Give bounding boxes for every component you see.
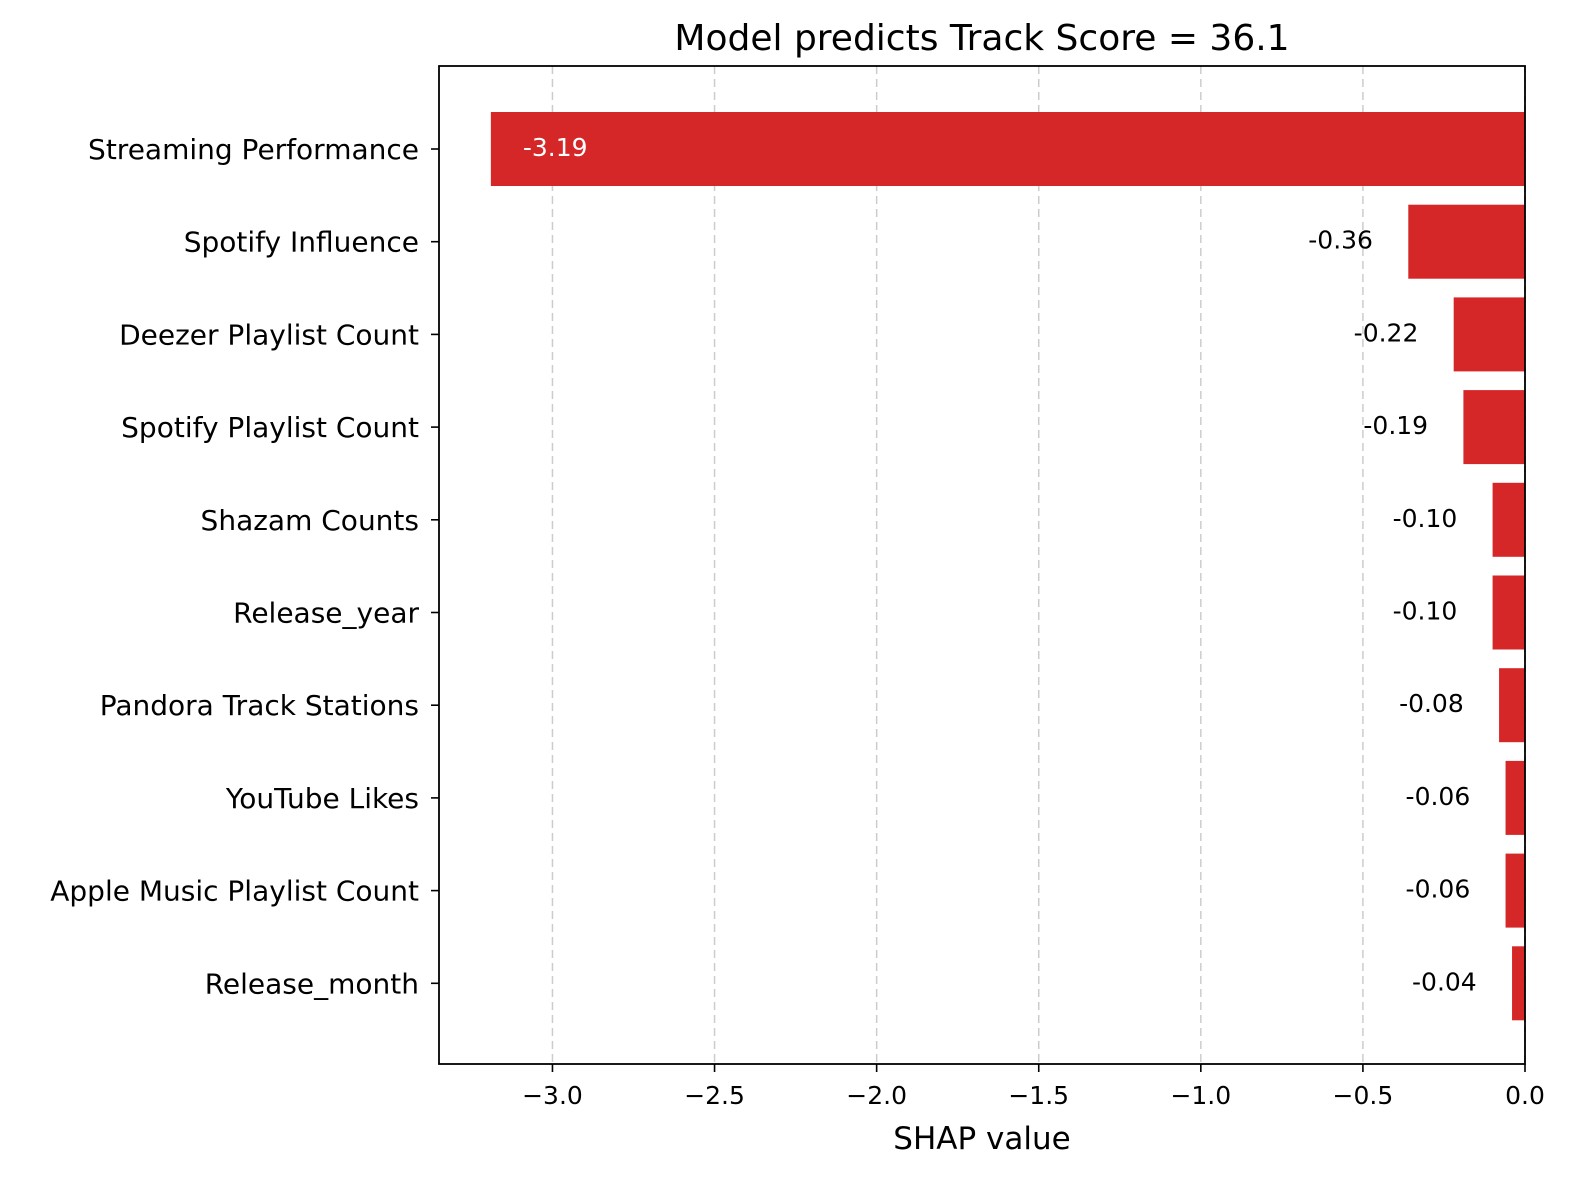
- bar: [1505, 760, 1525, 835]
- data-label: -0.19: [1363, 411, 1428, 440]
- x-tick-label: −1.5: [1008, 1081, 1069, 1110]
- data-label: -0.10: [1393, 597, 1458, 626]
- plot-area-frame: [438, 65, 1526, 1065]
- data-label: -0.06: [1406, 875, 1471, 904]
- y-tick-label: YouTube Likes: [225, 782, 419, 815]
- x-tick-label: −2.0: [846, 1081, 907, 1110]
- y-tick-label: Deezer Playlist Count: [119, 318, 419, 351]
- bar: [1408, 204, 1525, 279]
- y-tick-label: Release_month: [205, 967, 419, 1000]
- x-tick-label: 0.0: [1505, 1081, 1545, 1110]
- chart-title: Model predicts Track Score = 36.1: [674, 18, 1289, 59]
- y-tick-label: Apple Music Playlist Count: [50, 875, 419, 908]
- x-tick-label: −3.0: [522, 1081, 583, 1110]
- data-label: -0.22: [1354, 318, 1419, 347]
- y-tick-label: Spotify Influence: [184, 226, 419, 259]
- data-label: -0.06: [1406, 782, 1471, 811]
- y-tick-label: Streaming Performance: [88, 133, 419, 166]
- y-tick-label: Spotify Playlist Count: [121, 411, 419, 444]
- bars: [490, 112, 1525, 1021]
- data-label: -0.08: [1399, 689, 1464, 718]
- bar: [1499, 668, 1525, 743]
- bar: [1512, 946, 1525, 1021]
- bar: [490, 112, 1525, 186]
- bar: [1492, 575, 1525, 650]
- bar: [1463, 390, 1525, 465]
- y-tick-label: Shazam Counts: [201, 504, 419, 537]
- x-tick-label: −1.0: [1170, 1081, 1231, 1110]
- x-axis-label: SHAP value: [893, 1121, 1070, 1157]
- data-labels: -3.19 -0.36 -0.22 -0.19 -0.10 -0.10 -0.08 -0.06…: [523, 133, 1477, 996]
- bar: [1505, 853, 1525, 928]
- x-tick-label: −0.5: [1333, 1081, 1394, 1110]
- data-label: -0.36: [1308, 226, 1373, 255]
- y-tick-label: Release_year: [233, 597, 419, 630]
- data-label: -0.10: [1393, 504, 1458, 533]
- data-label: -0.04: [1412, 967, 1477, 996]
- y-tick-label: Pandora Track Stations: [100, 689, 419, 722]
- data-label: -3.19: [523, 133, 588, 162]
- y-axis-ticks: Streaming Performance Spotify Influence De…: [50, 133, 439, 1000]
- x-axis-ticks: −3.0 −2.5 −2.0 −1.5 −1.0 −0.5 0.0: [522, 1064, 1545, 1110]
- bar: [1453, 297, 1525, 372]
- grid-lines: [551, 66, 1526, 1064]
- x-tick-label: −2.5: [684, 1081, 745, 1110]
- bar: [1492, 482, 1525, 557]
